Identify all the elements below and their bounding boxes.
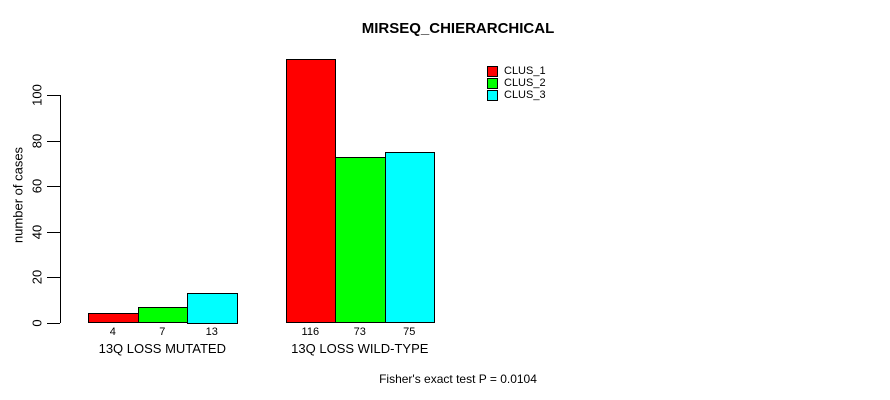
y-tick-label: 0 bbox=[29, 318, 45, 327]
y-tick-label: 80 bbox=[29, 133, 45, 148]
legend-swatch-icon bbox=[487, 89, 498, 101]
bar-clus_1-group1 bbox=[88, 313, 139, 324]
bar-value-label: 7 bbox=[159, 326, 166, 338]
legend-swatch-icon bbox=[487, 77, 498, 89]
legend-label: CLUS_1 bbox=[504, 65, 546, 77]
legend-swatch-icon bbox=[487, 65, 498, 77]
legend-item-clus_2: CLUS_2 bbox=[487, 77, 546, 89]
bar-value-label: 4 bbox=[109, 326, 116, 338]
bar-value-label: 73 bbox=[353, 326, 366, 338]
chart-title: MIRSEQ_CHIERARCHICAL bbox=[361, 20, 555, 37]
legend-item-clus_1: CLUS_1 bbox=[487, 65, 546, 77]
y-axis-line bbox=[60, 95, 61, 324]
y-tick bbox=[47, 277, 60, 279]
y-tick-label: 60 bbox=[29, 178, 45, 194]
y-tick-label: 100 bbox=[29, 84, 45, 107]
bar-value-label: 116 bbox=[301, 326, 320, 338]
y-tick bbox=[47, 322, 60, 324]
bar-clus_1-group2 bbox=[285, 58, 336, 324]
bar-value-label: 75 bbox=[403, 326, 416, 338]
legend-label: CLUS_2 bbox=[504, 77, 546, 89]
y-tick bbox=[47, 186, 60, 188]
bar-clus_2-group2 bbox=[335, 156, 386, 324]
footnote-text: Fisher's exact test P = 0.0104 bbox=[379, 372, 537, 386]
bar-clus_3-group2 bbox=[384, 152, 435, 324]
bar-clus_2-group1 bbox=[137, 306, 188, 324]
legend-item-clus_3: CLUS_3 bbox=[487, 89, 546, 101]
category-label: 13Q LOSS MUTATED bbox=[98, 341, 226, 356]
y-tick bbox=[47, 140, 60, 142]
category-label: 13Q LOSS WILD-TYPE bbox=[291, 341, 429, 356]
y-tick bbox=[47, 95, 60, 97]
bar-clus_3-group1 bbox=[187, 293, 238, 324]
legend-label: CLUS_3 bbox=[504, 89, 546, 101]
y-tick-label: 20 bbox=[29, 269, 45, 285]
legend: CLUS_1 CLUS_2 CLUS_3 bbox=[487, 65, 546, 101]
bar-value-label: 13 bbox=[205, 326, 218, 338]
y-tick-label: 40 bbox=[29, 224, 45, 239]
y-axis-label: number of cases bbox=[10, 146, 26, 244]
y-tick bbox=[47, 231, 60, 233]
